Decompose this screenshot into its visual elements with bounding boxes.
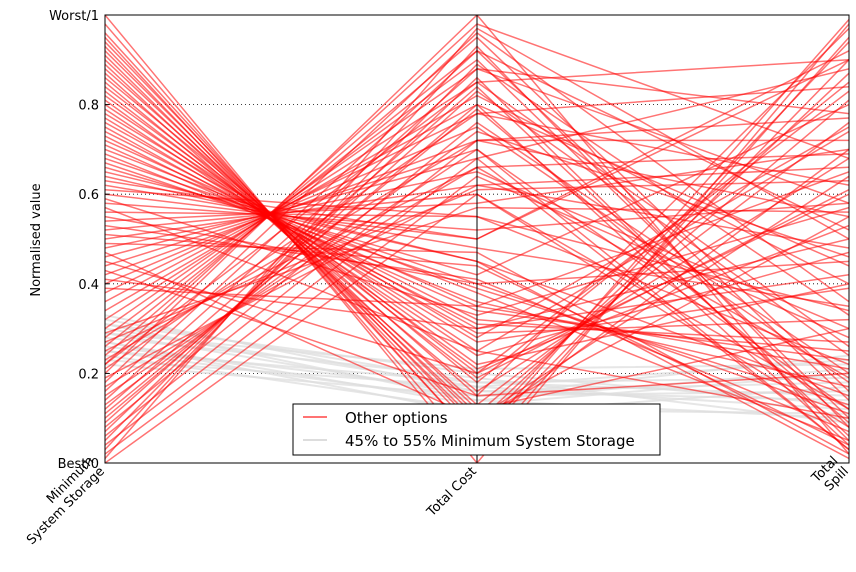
x-axis-label-text-1: Total Cost: [424, 464, 480, 520]
legend: Other options 45% to 55% Minimum System …: [292, 403, 661, 456]
axes: [104, 14, 850, 464]
x-axis-label-1: Total Cost: [424, 464, 480, 520]
x-axis-label-line: Total Cost: [424, 464, 480, 520]
y-tick-label-3: 0.6: [78, 188, 99, 203]
y-axis-label: Normalised value: [29, 183, 44, 296]
legend-label-storage-range: 45% to 55% Minimum System Storage: [345, 432, 635, 450]
x-axis-labels: MinimumSystem Storage Total Cost TotalSpil…: [24, 454, 852, 548]
y-tick-label-1: 0.2: [78, 367, 99, 382]
legend-box: [292, 403, 661, 456]
y-tick-label-4: 0.8: [78, 99, 99, 114]
legend-label-other-options: Other options: [345, 409, 448, 427]
y-tick-label-5: Worst/1: [49, 9, 99, 24]
y-tick-label-2: 0.4: [78, 278, 99, 293]
y-tick-labels: Best/0 0.2 0.4 0.6 0.8 Worst/1: [49, 9, 109, 472]
y-tick-label-0: Best/0: [58, 457, 99, 472]
